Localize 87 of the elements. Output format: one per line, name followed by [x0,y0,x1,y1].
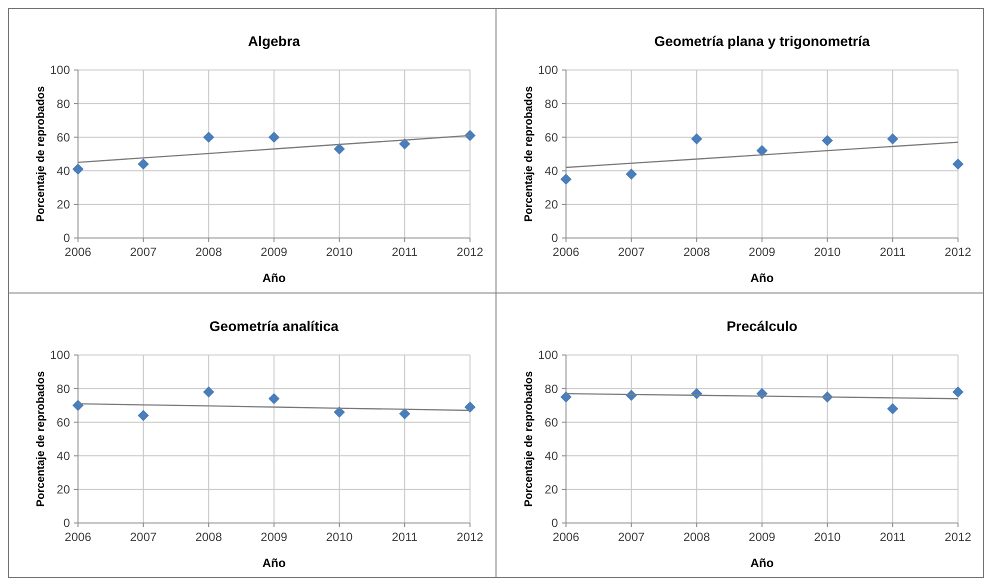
y-tick-label: 20 [56,482,70,497]
x-tick-label: 2008 [195,530,222,544]
y-tick-label: 80 [56,96,70,111]
x-tick-label: 2011 [880,530,906,544]
y-tick-label: 100 [50,63,70,78]
x-tick-label: 2008 [683,245,710,259]
x-tick-label: 2012 [456,245,484,259]
point [756,145,768,156]
x-tick-label: 2012 [944,530,972,544]
point [138,410,149,422]
point [887,403,898,414]
x-tick-label: 2010 [326,245,354,259]
point [464,401,476,413]
point [268,132,280,143]
y-tick-label: 40 [56,449,70,463]
point [334,406,345,418]
point [72,164,84,175]
y-tick-label: 60 [56,415,70,430]
x-tick-label: 2009 [748,530,776,544]
y-tick-label: 0 [551,231,558,246]
x-tick-label: 2011 [880,245,906,259]
point [399,408,410,420]
y-tick-label: 100 [538,348,558,362]
x-tick-label: 2006 [552,530,580,544]
y-axis-title: Porcentaje de reprobados [523,86,535,222]
x-tick-label: 2007 [130,530,158,544]
y-tick-label: 0 [551,516,558,530]
y-tick-label: 80 [544,382,558,396]
x-tick-label: 2009 [260,530,288,544]
x-tick-label: 2006 [552,245,580,259]
y-axis-title: Porcentaje de reprobados [523,371,535,507]
x-tick-label: 2011 [392,530,418,544]
x-tick-label: 2008 [683,530,710,544]
chart-title: Algebra [248,33,300,49]
y-tick-label: 60 [544,415,558,430]
y-tick-label: 20 [56,198,70,212]
x-tick-label: 2010 [814,245,842,259]
y-tick-label: 0 [63,231,70,246]
y-tick-label: 60 [544,130,558,144]
x-axis-title: Año [262,271,286,285]
x-tick-label: 2009 [748,245,776,259]
y-tick-label: 40 [544,164,558,178]
x-tick-label: 2009 [260,245,288,259]
y-tick-label: 20 [544,482,558,497]
x-tick-label: 2011 [392,245,418,259]
point [203,386,214,398]
x-tick-label: 2010 [814,530,842,544]
y-tick-label: 20 [544,198,558,212]
y-tick-label: 80 [544,96,558,111]
point [399,138,410,150]
point [268,393,280,404]
x-tick-label: 2006 [64,245,92,259]
chart-title: Precálculo [726,318,798,334]
point [822,134,833,146]
x-tick-label: 2008 [195,245,222,259]
point [334,143,345,155]
y-tick-label: 100 [538,63,558,78]
point [203,132,214,143]
y-tick-label: 60 [56,130,70,144]
point [560,174,572,185]
x-tick-label: 2010 [326,530,354,544]
x-tick-label: 2006 [64,530,92,544]
chart-title: Geometría plana y trigonometría [654,33,870,49]
chart-title: Geometría analítica [209,318,339,334]
y-axis-title: Porcentaje de reprobados [35,86,47,222]
x-tick-label: 2007 [618,245,646,259]
y-axis-title: Porcentaje de reprobados [35,371,47,507]
y-tick-label: 80 [56,382,70,396]
point [952,158,964,170]
point [138,158,149,170]
x-tick-label: 2007 [130,245,158,259]
x-tick-label: 2012 [944,245,972,259]
y-tick-label: 40 [544,449,558,463]
point [691,133,702,144]
y-tick-label: 0 [63,516,70,530]
point [626,168,637,180]
line-series [565,142,959,168]
point [887,133,898,144]
x-tick-label: 2012 [456,530,484,544]
y-tick-label: 100 [50,348,70,362]
point [560,391,572,403]
x-axis-title: Año [262,556,286,570]
x-axis-title: Año [750,271,774,285]
point [952,386,964,398]
x-tick-label: 2007 [618,530,646,544]
y-tick-label: 40 [56,164,70,178]
x-axis-title: Año [750,556,774,570]
